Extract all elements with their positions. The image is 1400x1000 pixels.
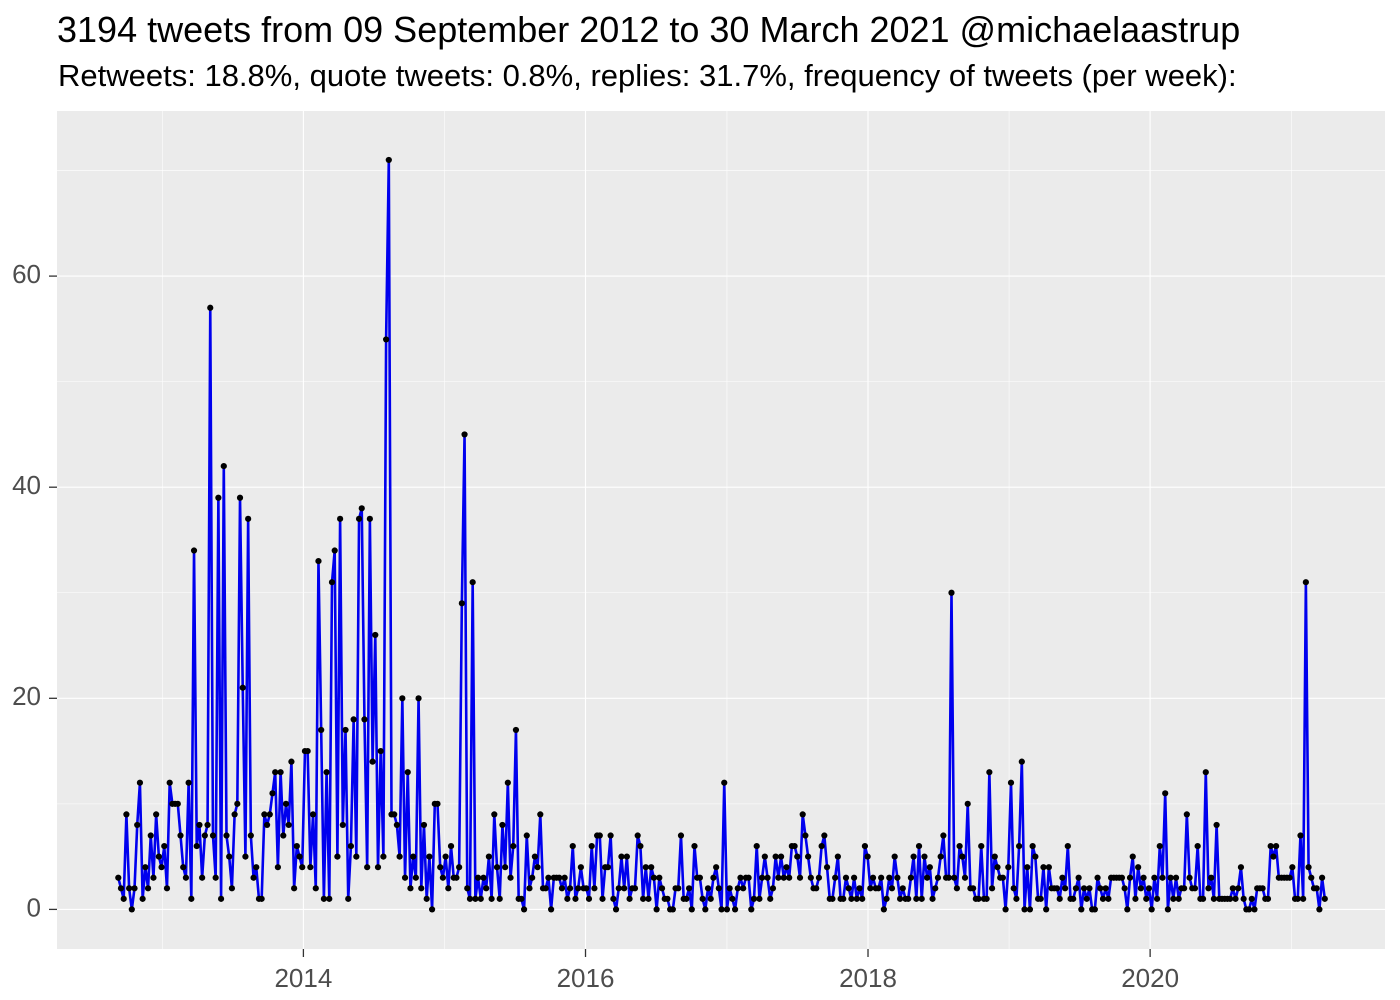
svg-text:0: 0 [27,892,41,922]
svg-text:2014: 2014 [274,963,332,993]
svg-text:2018: 2018 [839,963,897,993]
svg-text:20: 20 [12,681,41,711]
svg-text:60: 60 [12,259,41,289]
svg-text:40: 40 [12,470,41,500]
svg-text:2016: 2016 [557,963,615,993]
svg-text:2020: 2020 [1121,963,1179,993]
